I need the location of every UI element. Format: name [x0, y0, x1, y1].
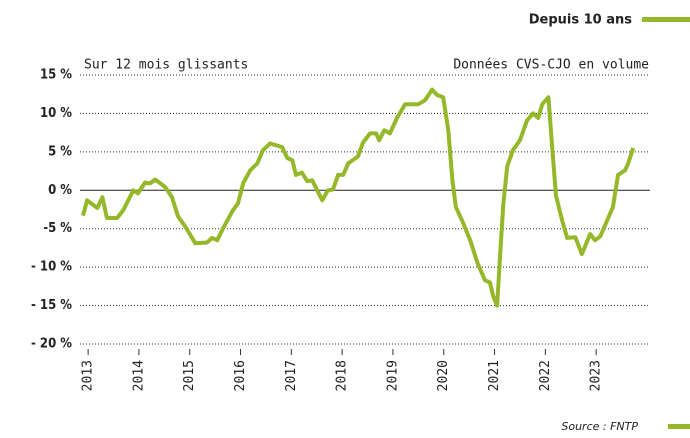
subtitle: Sur 12 mois glissants [84, 58, 248, 73]
x-tick-label: 2016 [233, 360, 248, 391]
x-tick-label: 2022 [538, 360, 553, 391]
y-tick-label: 5 % [48, 144, 72, 159]
source-bar [668, 424, 690, 429]
y-tick-label: 10 % [40, 106, 72, 121]
x-tick-label: 2015 [182, 360, 197, 391]
title-bar [642, 17, 690, 22]
x-tick-label: 2019 [385, 360, 400, 391]
x-tick-label: 2023 [589, 360, 604, 391]
y-tick-label: 15 % [40, 68, 72, 83]
y-tick-label: - 15 % [31, 298, 72, 313]
x-tick-label: 2017 [284, 360, 299, 391]
x-tick-label: 2014 [131, 360, 146, 391]
x-tick-label: 2013 [81, 360, 96, 391]
chart-title: Depuis 10 ans [529, 13, 633, 28]
annotation: Données CVS-CJO en volume [453, 58, 649, 73]
y-tick-label: -5 % [43, 221, 72, 236]
y-tick-label: 0 % [48, 183, 72, 198]
x-tick-label: 2021 [487, 360, 502, 391]
source: Source : FNTP [561, 420, 638, 433]
x-tick-label: 2020 [436, 360, 451, 391]
y-tick-label: - 20 % [31, 337, 72, 352]
series-line [81, 87, 636, 308]
x-tick-label: 2018 [335, 360, 350, 391]
y-tick-label: - 10 % [31, 260, 72, 275]
